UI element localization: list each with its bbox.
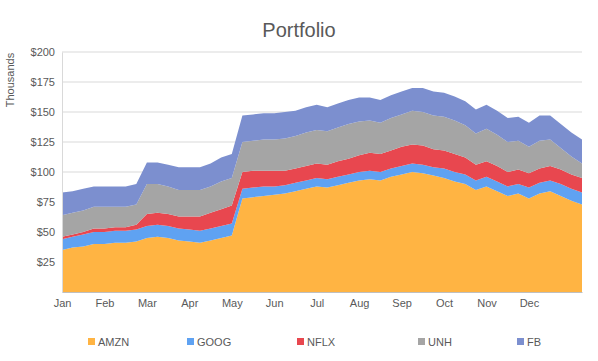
y-axis-line bbox=[62, 53, 63, 293]
y-tick: $50 bbox=[37, 226, 55, 238]
plot-area bbox=[62, 88, 582, 292]
legend-swatch bbox=[418, 338, 425, 345]
legend-swatch bbox=[88, 338, 95, 345]
y-axis: $25 $50 $75 $100 $125 $150 $175 $200 bbox=[31, 46, 63, 292]
x-tick: Apr bbox=[181, 297, 198, 309]
legend-item: NFLX bbox=[297, 336, 336, 348]
y-tick-label: $175 bbox=[31, 76, 55, 88]
x-tick: Feb bbox=[95, 297, 114, 309]
legend-swatch bbox=[187, 338, 194, 345]
y-tick: $125 bbox=[31, 136, 55, 148]
x-tick-label: May bbox=[222, 297, 243, 309]
title: Portfolio bbox=[262, 19, 335, 41]
x-tick-label: Oct bbox=[436, 297, 453, 309]
x-tick-label: Jul bbox=[310, 297, 324, 309]
y-tick-label: $75 bbox=[37, 196, 55, 208]
y-axis-title: Thousands bbox=[4, 52, 16, 107]
legend-label: AMZN bbox=[98, 336, 129, 348]
x-tick: Nov bbox=[477, 297, 497, 309]
x-tick-label: Dec bbox=[520, 297, 540, 309]
x-axis: Jan Feb Mar Apr May Jun Jul Aug Sep Oct Nov Dec bbox=[54, 293, 583, 309]
legend-item: UNH bbox=[418, 336, 452, 348]
legend-swatch bbox=[517, 338, 524, 345]
y-tick: $200 bbox=[31, 46, 55, 58]
legend-label: UNH bbox=[428, 336, 452, 348]
x-axis-line bbox=[63, 292, 583, 293]
y-tick: $25 bbox=[37, 256, 55, 268]
x-tick: Oct bbox=[436, 297, 453, 309]
x-tick-label: Jun bbox=[266, 297, 284, 309]
x-tick-label: Apr bbox=[181, 297, 198, 309]
chart: $25 $50 $75 $100 $125 $150 $175 $200 Jan Feb Mar Ap… bbox=[0, 0, 598, 361]
x-tick: Dec bbox=[520, 297, 540, 309]
legend-label: FB bbox=[527, 336, 541, 348]
area bbox=[62, 88, 582, 215]
x-tick: Jan bbox=[54, 297, 72, 309]
legend-item: FB bbox=[517, 336, 541, 348]
x-tick: Jul bbox=[310, 297, 324, 309]
x-tick: Aug bbox=[350, 297, 370, 309]
legend-item: GOOG bbox=[187, 336, 231, 348]
legend: AMZN GOOG NFLX UNH FB bbox=[88, 336, 541, 348]
legend-label: GOOG bbox=[197, 336, 231, 348]
y-tick: $100 bbox=[31, 166, 55, 178]
legend-swatch bbox=[297, 338, 304, 345]
legend-label: NFLX bbox=[307, 336, 336, 348]
x-tick-label: Mar bbox=[138, 297, 157, 309]
x-tick: May bbox=[222, 297, 243, 309]
grid-line bbox=[62, 52, 582, 53]
y-tick-label: $125 bbox=[31, 136, 55, 148]
y-tick: $175 bbox=[31, 76, 55, 88]
x-tick: Jun bbox=[266, 297, 284, 309]
y-tick-label: $50 bbox=[37, 226, 55, 238]
x-tick-label: Feb bbox=[95, 297, 114, 309]
x-tick-label: Nov bbox=[477, 297, 497, 309]
x-tick: Mar bbox=[138, 297, 157, 309]
y-tick-label: $25 bbox=[37, 256, 55, 268]
y-tick-label: $200 bbox=[31, 46, 55, 58]
grid-line bbox=[62, 82, 582, 83]
x-tick-label: Jan bbox=[54, 297, 72, 309]
y-tick: $150 bbox=[31, 106, 55, 118]
y-tick: $75 bbox=[37, 196, 55, 208]
y-tick-label: $150 bbox=[31, 106, 55, 118]
x-tick: Sep bbox=[392, 297, 412, 309]
legend-item: AMZN bbox=[88, 336, 129, 348]
y-tick-label: $100 bbox=[31, 166, 55, 178]
x-tick-label: Aug bbox=[350, 297, 370, 309]
x-tick-label: Sep bbox=[392, 297, 412, 309]
